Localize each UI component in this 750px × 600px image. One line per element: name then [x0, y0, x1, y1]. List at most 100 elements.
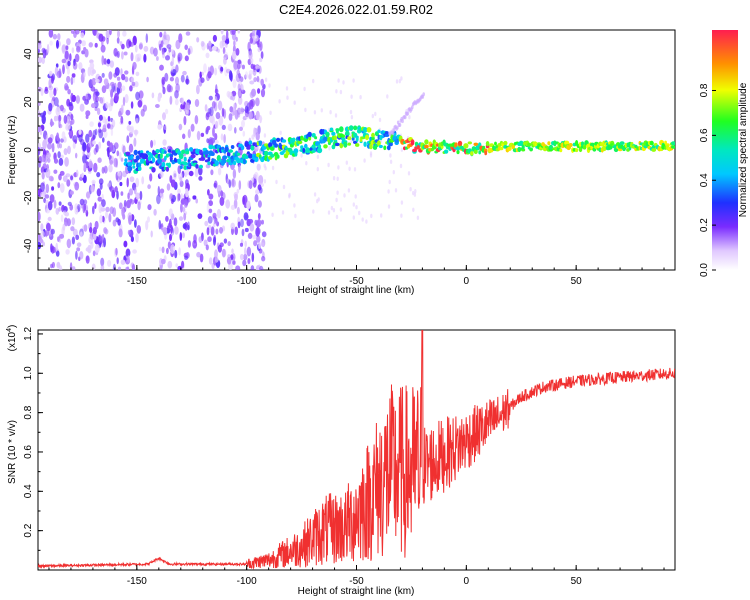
heatmap-noise-cell: [38, 43, 42, 49]
heatmap-noise-cell: [180, 103, 186, 110]
heatmap-noise-cell: [131, 81, 136, 86]
heatmap-noise-cell: [241, 64, 245, 70]
heatmap-noise-cell: [316, 167, 319, 172]
heatmap-noise-cell: [127, 255, 130, 263]
heatmap-noise-cell: [258, 116, 263, 121]
heatmap-noise-cell: [211, 45, 217, 51]
spectrogram-xtick-label: 0: [464, 276, 470, 287]
heatmap-noise-cell: [128, 40, 132, 47]
heatmap-noise-cell: [178, 216, 184, 221]
heatmap-signal-cell: [344, 130, 350, 137]
heatmap-signal-cell: [499, 146, 504, 151]
heatmap-noise-cell: [183, 198, 188, 208]
heatmap-noise-cell: [123, 240, 128, 248]
heatmap-noise-cell: [245, 71, 248, 79]
heatmap-noise-cell: [94, 202, 97, 210]
heatmap-signal-cell: [351, 136, 355, 141]
heatmap-noise-cell: [361, 217, 364, 222]
heatmap-noise-cell: [83, 47, 87, 52]
heatmap-noise-cell: [163, 39, 169, 45]
heatmap-noise-cell: [332, 176, 336, 181]
heatmap-noise-cell: [132, 35, 137, 46]
heatmap-signal-cell: [133, 149, 138, 156]
heatmap-noise-cell: [220, 133, 224, 141]
heatmap-noise-cell: [182, 223, 187, 230]
heatmap-signal-cell: [348, 125, 354, 131]
heatmap-noise-cell: [69, 53, 72, 62]
heatmap-signal-cell: [507, 146, 512, 152]
heatmap-noise-cell: [163, 125, 167, 131]
heatmap-signal-cell: [473, 142, 479, 146]
heatmap-noise-cell: [130, 52, 134, 62]
heatmap-noise-cell: [257, 200, 262, 208]
heatmap-noise-cell: [232, 50, 237, 60]
heatmap-noise-cell: [60, 138, 64, 143]
heatmap-noise-cell: [105, 210, 108, 219]
heatmap-signal-cell: [470, 151, 474, 156]
heatmap-noise-cell: [107, 259, 112, 267]
heatmap-noise-cell: [133, 187, 137, 195]
heatmap-noise-cell: [60, 183, 65, 193]
heatmap-noise-cell: [169, 95, 173, 105]
heatmap-noise-cell: [161, 246, 165, 254]
heatmap-noise-cell: [98, 234, 101, 245]
heatmap-signal-cell: [347, 142, 352, 146]
heatmap-noise-cell: [248, 99, 254, 110]
heatmap-noise-cell: [256, 219, 262, 227]
heatmap-noise-cell: [66, 123, 71, 130]
heatmap-noise-cell: [124, 70, 129, 75]
heatmap-noise-cell: [113, 72, 118, 78]
heatmap-noise-cell: [112, 219, 117, 227]
heatmap-noise-cell: [116, 50, 120, 59]
heatmap-noise-cell: [124, 76, 129, 83]
heatmap-signal-cell: [164, 150, 167, 154]
heatmap-noise-cell: [253, 34, 259, 42]
heatmap-noise-cell: [251, 88, 256, 97]
heatmap-noise-cell: [48, 175, 54, 182]
heatmap-noise-cell: [282, 184, 286, 190]
heatmap-noise-cell: [94, 78, 100, 83]
heatmap-noise-cell: [220, 30, 224, 35]
heatmap-noise-cell: [81, 50, 85, 55]
heatmap-noise-cell: [123, 51, 128, 56]
heatmap-noise-cell: [247, 258, 251, 265]
heatmap-noise-cell: [51, 142, 55, 153]
heatmap-noise-cell: [118, 110, 122, 118]
heatmap-noise-cell: [128, 188, 134, 196]
heatmap-noise-cell: [98, 178, 104, 185]
heatmap-noise-cell: [159, 188, 165, 194]
snr-frame: [37, 329, 676, 571]
heatmap-noise-cell: [56, 261, 61, 269]
heatmap-signal-cell: [323, 136, 328, 142]
heatmap-noise-cell: [174, 98, 179, 106]
spectrogram-ytick-label: -20: [23, 190, 34, 205]
snr-xtick-label: -100: [237, 576, 257, 587]
heatmap-noise-cell: [38, 211, 41, 222]
snr-ytick-label: 0.2: [23, 523, 34, 537]
heatmap-noise-cell: [199, 253, 204, 263]
heatmap-signal-cell: [276, 138, 280, 142]
heatmap-noise-cell: [67, 89, 71, 95]
heatmap-signal-cell: [386, 145, 391, 151]
heatmap-noise-cell: [49, 194, 55, 203]
heatmap-signal-cell: [388, 142, 393, 147]
colorbar-tick-label: 0.4: [699, 173, 710, 187]
heatmap-noise-cell: [182, 133, 186, 140]
heatmap-noise-cell: [57, 33, 61, 41]
heatmap-noise-cell: [210, 226, 215, 236]
heatmap-noise-cell: [92, 140, 96, 145]
heatmap-noise-cell: [79, 251, 84, 260]
heatmap-noise-cell: [170, 179, 176, 188]
heatmap-noise-cell: [133, 137, 137, 147]
heatmap-noise-cell: [132, 249, 138, 254]
heatmap-noise-cell: [261, 255, 266, 262]
heatmap-noise-cell: [71, 236, 75, 245]
heatmap-signal-cell: [183, 156, 187, 162]
heatmap-noise-cell: [139, 42, 143, 49]
heatmap-noise-cell: [195, 198, 198, 204]
heatmap-noise-cell: [81, 40, 86, 47]
heatmap-noise-cell: [57, 141, 60, 149]
heatmap-noise-cell: [223, 51, 229, 59]
heatmap-noise-cell: [83, 162, 87, 172]
heatmap-noise-cell: [412, 207, 415, 212]
